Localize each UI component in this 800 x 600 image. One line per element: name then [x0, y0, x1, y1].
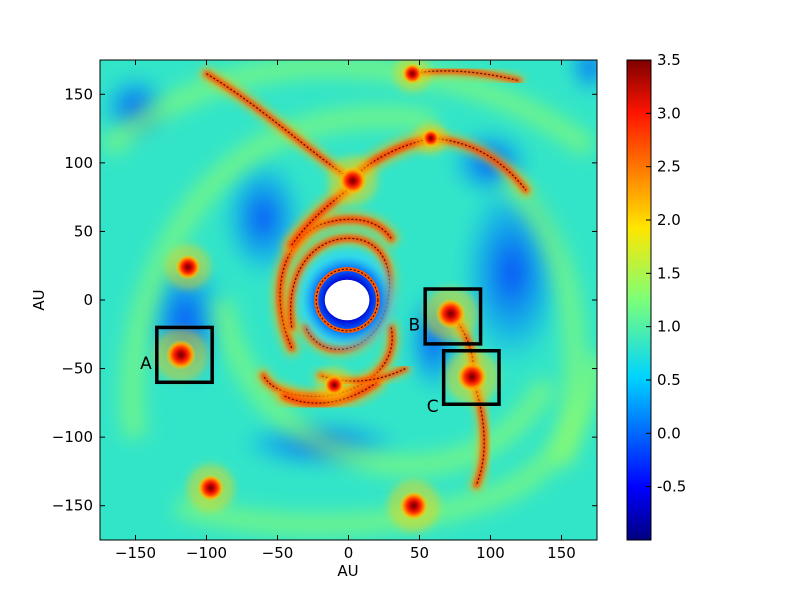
clump-point	[324, 374, 345, 396]
y-axis-ticks: −150 −100 −50 0 50 100 150	[52, 85, 597, 515]
x-axis-title: AU	[337, 562, 358, 580]
colorbar-tick-label: 3.5	[657, 51, 681, 69]
y-tick-label: −100	[52, 428, 93, 446]
x-tick-label: 100	[476, 544, 505, 562]
x-tick-label: 150	[547, 544, 576, 562]
low-density-region	[459, 176, 564, 369]
clump-point	[402, 63, 423, 84]
density-field	[100, 60, 597, 536]
highlight-box-c	[441, 348, 501, 406]
central-hole	[291, 244, 403, 356]
highlight-box-a	[155, 325, 214, 385]
clumps	[153, 60, 500, 532]
colorbar-tick-label: -0.5	[657, 478, 686, 496]
density-band	[100, 60, 597, 158]
clump-point	[338, 166, 367, 195]
highlight-box-label: C	[427, 397, 439, 417]
colorbar-tick-label: 1.0	[657, 318, 681, 336]
colorbar-tick-label: 0.5	[657, 371, 681, 389]
colorbar-tick-label: 2.5	[657, 158, 681, 176]
colorbar-ticks: -0.5 0.0 0.5 1.0 1.5 2.0 2.5 3.0 3.5	[646, 51, 686, 496]
colorbar-tick-label: 2.0	[657, 211, 681, 229]
plot-area	[100, 60, 597, 540]
colorbar-tick-label: 0.0	[657, 424, 681, 442]
spiral-arm-particles	[412, 70, 520, 82]
highlight-box-label: A	[140, 354, 152, 374]
spiral-arm-particles	[279, 218, 392, 349]
clump-point	[435, 298, 466, 329]
clump-point	[197, 474, 224, 502]
x-tick-label: 50	[410, 544, 429, 562]
x-tick-label: 0	[344, 544, 354, 562]
x-tick-label: −100	[186, 544, 227, 562]
y-tick-label: 150	[64, 85, 93, 103]
x-tick-label: −150	[115, 544, 156, 562]
clump-point	[399, 491, 429, 521]
density-band	[174, 353, 597, 536]
colorbar-tick-label: 3.0	[657, 104, 681, 122]
y-tick-label: −150	[52, 497, 93, 515]
low-density-region	[569, 60, 597, 95]
clump-point	[165, 339, 196, 370]
density-band	[120, 105, 436, 439]
density-band	[209, 298, 558, 477]
inner-ring-particles	[315, 268, 379, 332]
central-hole-mark	[324, 279, 370, 321]
colorbar	[626, 59, 652, 541]
y-tick-label: 50	[74, 222, 93, 240]
y-tick-label: −50	[61, 360, 93, 378]
x-axis-ticks: −150 −100 −50 0 50 100 150	[115, 60, 576, 562]
clump-point	[457, 361, 488, 392]
spiral-arm-particles	[291, 137, 434, 246]
spiral-arm-particles	[319, 368, 406, 382]
highlight-boxes: A B C	[140, 287, 501, 417]
highlight-box-b	[423, 287, 483, 346]
y-axis-title: AU	[30, 289, 48, 310]
colorbar-tick-label: 1.5	[657, 264, 681, 282]
clump-point	[175, 254, 201, 280]
highlight-box-label: B	[409, 315, 421, 335]
clump-point	[421, 129, 440, 148]
y-tick-label: 0	[83, 291, 93, 309]
y-tick-label: 100	[64, 154, 93, 172]
x-tick-label: −50	[262, 544, 294, 562]
